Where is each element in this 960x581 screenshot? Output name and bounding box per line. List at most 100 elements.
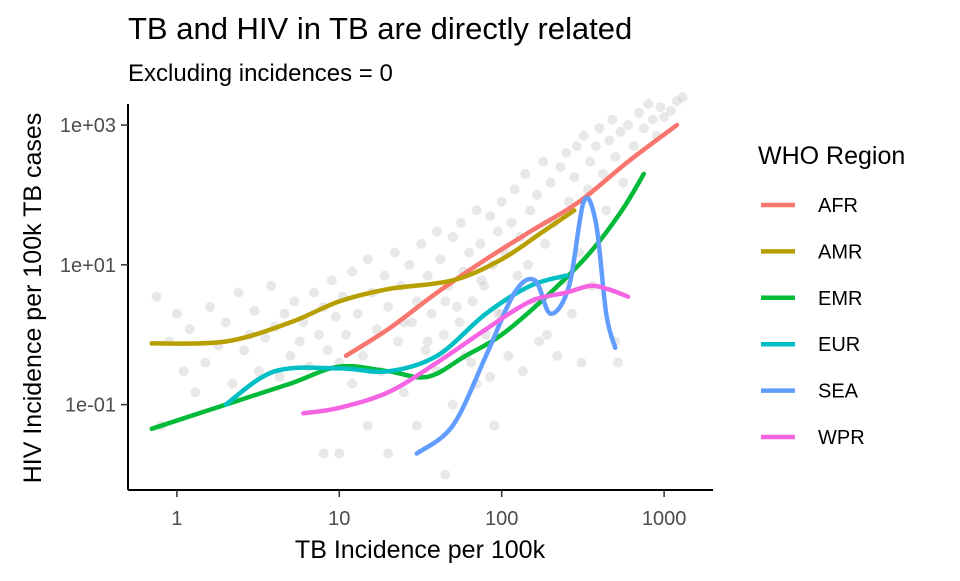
scatter-point bbox=[538, 156, 549, 167]
scatter-point bbox=[590, 141, 601, 152]
scatter-point bbox=[253, 366, 264, 377]
scatter-point bbox=[326, 275, 337, 286]
scatter-point bbox=[438, 329, 449, 340]
scatter-point bbox=[422, 270, 433, 281]
scatter-point bbox=[358, 350, 368, 361]
scatter-point bbox=[618, 177, 629, 188]
scatter-point bbox=[467, 296, 478, 307]
scatter-point bbox=[561, 147, 572, 158]
scatter-point bbox=[540, 238, 551, 249]
scatter-point bbox=[422, 336, 433, 347]
series-line-wpr bbox=[301, 283, 631, 416]
scatter-point bbox=[398, 387, 409, 398]
x-tick-label: 100 bbox=[485, 508, 518, 530]
scatter-point bbox=[334, 448, 345, 459]
scatter-point bbox=[471, 205, 482, 216]
scatter-point bbox=[352, 308, 363, 319]
scatter-point bbox=[309, 287, 320, 298]
x-tick-label: 1000 bbox=[642, 508, 687, 530]
scatter-point bbox=[485, 211, 496, 221]
scatter-point bbox=[435, 254, 446, 265]
scatter-point bbox=[542, 329, 552, 340]
x-axis-label: TB Incidence per 100k bbox=[295, 536, 546, 564]
series-line-eur bbox=[223, 273, 569, 407]
scatter-point bbox=[227, 378, 238, 389]
scatter-point bbox=[517, 366, 528, 377]
x-tick-label: 10 bbox=[328, 508, 350, 530]
scatter-point bbox=[190, 387, 201, 398]
scatter-point bbox=[493, 226, 504, 237]
scatter-point bbox=[239, 345, 250, 356]
scatter-point bbox=[643, 99, 654, 109]
scatter-point bbox=[672, 96, 682, 107]
smooth-lines bbox=[149, 122, 680, 456]
scatter-point bbox=[466, 357, 477, 368]
scatter-point bbox=[604, 135, 615, 146]
scatter-point bbox=[485, 371, 496, 382]
legend-title: WHO Region bbox=[758, 142, 905, 170]
scatter-point bbox=[552, 350, 563, 361]
scatter-point bbox=[464, 247, 475, 258]
scatter-point bbox=[659, 112, 670, 123]
scatter-point bbox=[566, 308, 577, 319]
scatter-point bbox=[440, 296, 451, 307]
scatter-point bbox=[447, 399, 458, 410]
scatter-point bbox=[249, 305, 260, 316]
scatter-point bbox=[503, 350, 514, 361]
scatter-point bbox=[285, 350, 296, 361]
scatter-point bbox=[426, 308, 437, 319]
scatter-point bbox=[151, 291, 162, 302]
scatter-point bbox=[601, 205, 612, 216]
scatter-point bbox=[416, 238, 427, 249]
scatter-point bbox=[454, 317, 465, 328]
series-line-amr bbox=[149, 208, 577, 346]
scatter-point bbox=[647, 114, 658, 125]
scatter-point bbox=[665, 105, 676, 116]
scatter-point bbox=[509, 184, 520, 195]
scatter-point bbox=[289, 296, 300, 307]
scatter-point bbox=[440, 469, 451, 480]
scatter-point bbox=[634, 107, 644, 118]
scatter-point bbox=[362, 420, 373, 431]
scatter-point bbox=[545, 177, 556, 188]
legend-label-wpr: WPR bbox=[818, 427, 865, 449]
scatter-point bbox=[362, 254, 373, 265]
series-line-sea bbox=[414, 195, 618, 456]
scatter-point bbox=[555, 162, 566, 173]
scatter-point bbox=[318, 448, 329, 459]
scatter-point bbox=[274, 371, 285, 382]
scatter-point bbox=[578, 130, 589, 141]
scatter-point bbox=[171, 308, 182, 319]
scatter-point bbox=[393, 336, 403, 347]
scatter-point bbox=[341, 329, 351, 340]
scatter-point bbox=[371, 324, 382, 335]
scatter-point bbox=[379, 270, 390, 281]
scatter-point bbox=[322, 345, 333, 356]
legend-entries: AFR AMR EMR EUR SEA WPR bbox=[761, 195, 865, 449]
scatter-point bbox=[594, 123, 605, 134]
scatter-point bbox=[233, 287, 244, 298]
scatter-point bbox=[522, 259, 533, 270]
x-tick-label: 1 bbox=[171, 508, 182, 530]
scatter-point bbox=[220, 317, 231, 328]
scatter-point bbox=[347, 378, 358, 389]
scatter-point bbox=[496, 196, 507, 207]
scatter-point bbox=[610, 151, 621, 162]
scatter-point bbox=[520, 168, 531, 179]
scatter-point bbox=[404, 259, 415, 270]
scatter-point bbox=[532, 189, 542, 200]
scatter-point bbox=[576, 357, 587, 368]
y-tick-label: 1e+03 bbox=[60, 115, 116, 137]
scatter-point bbox=[432, 226, 443, 237]
y-axis-ticks: 1e-01 1e+01 1e+03 bbox=[60, 115, 128, 417]
legend-label-amr: AMR bbox=[818, 241, 862, 263]
scatter-point bbox=[447, 232, 458, 242]
scatter-point bbox=[389, 247, 400, 258]
scatter-point bbox=[628, 141, 639, 152]
scatter-point bbox=[597, 168, 608, 179]
legend-label-afr: AFR bbox=[818, 195, 858, 217]
legend-label-eur: EUR bbox=[818, 334, 860, 356]
series-line-afr bbox=[343, 122, 680, 359]
